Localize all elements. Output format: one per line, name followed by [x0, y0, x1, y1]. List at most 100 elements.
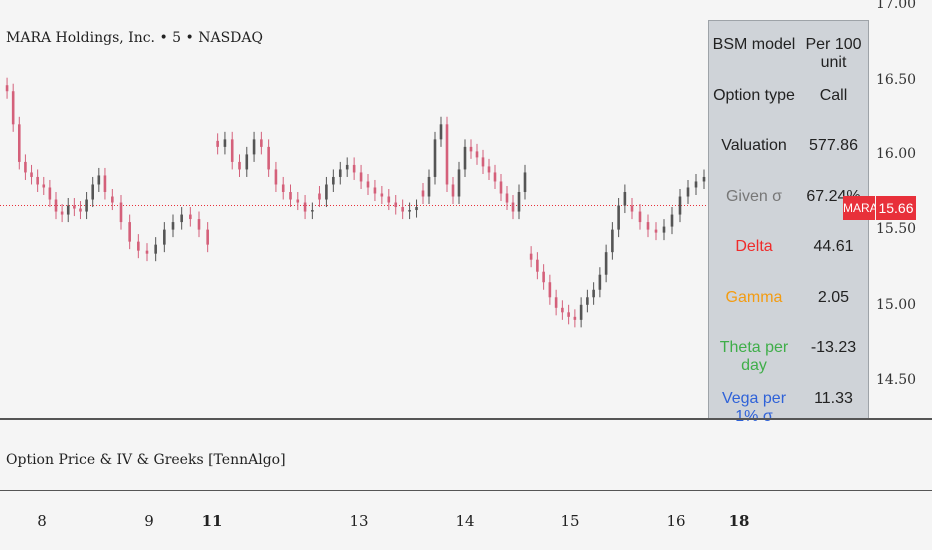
greeks-row-label: Delta	[735, 238, 773, 255]
greeks-row: Gamma 2.05	[709, 280, 870, 318]
candle-body	[387, 196, 391, 203]
candle-body	[469, 146, 473, 152]
candle-body	[678, 196, 682, 215]
candle-body	[439, 124, 443, 140]
candle-body	[670, 214, 674, 227]
time-axis-label: 16	[666, 512, 686, 530]
greeks-row-label: BSM model	[712, 36, 796, 53]
candle-body	[318, 193, 321, 200]
time-axis-label: 13	[349, 512, 369, 530]
candle-body	[54, 199, 58, 212]
greeks-row-label: Theta per day	[719, 339, 789, 374]
candle-body	[592, 289, 595, 298]
candle-body	[617, 205, 620, 230]
candle-body	[163, 229, 166, 245]
greeks-row-label: Gamma	[725, 289, 783, 306]
candle-body	[274, 169, 278, 185]
time-axis-label: 14	[455, 512, 475, 530]
candle-body	[427, 176, 431, 197]
last-price-symbol-tag: MARA	[843, 196, 878, 220]
candle-body	[517, 192, 521, 212]
candle-body	[611, 229, 614, 253]
candle-body	[694, 181, 698, 188]
price-axis-tick: 15.00	[876, 297, 917, 313]
candle-body	[630, 205, 634, 212]
greeks-row-label: Option type	[713, 87, 795, 104]
candle-body	[230, 139, 234, 162]
candle-body	[85, 199, 88, 212]
greeks-row: Vega per 1% σ 11.33	[709, 381, 870, 425]
greeks-row: Valuation 577.86	[709, 128, 870, 166]
price-chart-pane[interactable]: MARA Holdings, Inc. • 5 • NASDAQ 17.00 1…	[0, 0, 932, 425]
candle-body	[373, 187, 377, 194]
candle-body	[493, 172, 497, 182]
price-axis-tick: 16.00	[876, 146, 917, 162]
candle-body	[180, 214, 183, 223]
candle-body	[359, 172, 363, 182]
indicator-title: Option Price & IV & Greeks [TennAlgo]	[6, 452, 286, 468]
indicator-pane[interactable]: Option Price & IV & Greeks [TennAlgo]	[0, 420, 932, 490]
time-axis-label: 18	[728, 512, 750, 530]
last-price-value-tag: 15.66	[876, 196, 916, 220]
candle-body	[24, 161, 27, 173]
candle-body	[548, 282, 552, 298]
candle-body	[128, 222, 131, 242]
candle-body	[451, 184, 455, 197]
candle-body	[260, 139, 263, 147]
candle-body	[445, 124, 449, 185]
time-axis-label: 11	[201, 512, 223, 530]
candle-body	[475, 151, 479, 158]
candle-body	[197, 219, 201, 230]
candle-body	[604, 252, 608, 275]
candle-body	[598, 274, 602, 290]
greeks-row-value: 2.05	[817, 289, 850, 306]
candle-body	[238, 161, 241, 170]
candle-body	[289, 192, 292, 200]
candle-body	[73, 205, 76, 209]
candle-body	[223, 139, 227, 147]
candle-body	[662, 226, 666, 233]
price-axis-tick: 15.50	[876, 221, 917, 237]
candle-body	[281, 184, 285, 192]
candle-body	[366, 181, 370, 188]
price-axis-tick: 17.00	[876, 0, 917, 12]
candle-body	[137, 241, 140, 251]
candle-body	[17, 124, 21, 162]
candle-body	[30, 172, 33, 177]
candle-body	[415, 207, 418, 211]
candle-body	[216, 140, 219, 147]
candle-body	[401, 207, 404, 212]
candle-body	[481, 157, 485, 167]
candle-body	[332, 176, 335, 185]
price-axis-tick: 14.50	[876, 372, 917, 388]
candle-body	[536, 259, 539, 272]
candle-body	[66, 205, 70, 215]
candle-body	[5, 85, 9, 92]
time-axis[interactable]: 8 9 11 13 14 15 16 18	[0, 492, 932, 550]
candle-body	[487, 166, 491, 173]
candle-body	[529, 253, 533, 260]
candle-body	[567, 312, 570, 317]
candle-body	[311, 210, 314, 212]
candle-body	[511, 202, 515, 212]
greeks-row-value: -13.23	[810, 339, 857, 356]
candle-body	[296, 199, 300, 203]
candle-body	[338, 169, 342, 177]
candle-body	[42, 184, 46, 188]
candle-body	[586, 297, 589, 305]
candle-body	[463, 146, 467, 170]
candle-body	[542, 271, 545, 283]
pane-divider[interactable]	[0, 418, 932, 420]
price-axis-tick: 16.50	[876, 72, 917, 88]
candle-body	[11, 91, 15, 125]
candle-body	[686, 187, 690, 197]
candle-body	[421, 190, 425, 197]
candle-body	[154, 244, 157, 254]
candle-body	[523, 172, 527, 192]
greeks-row-label: Valuation	[721, 137, 787, 154]
candle-body	[111, 196, 114, 203]
greeks-row-value: Call	[819, 87, 848, 104]
candle-body	[352, 164, 356, 173]
greeks-row: Delta 44.61	[709, 229, 870, 267]
greeks-row: Option type Call	[709, 78, 870, 116]
